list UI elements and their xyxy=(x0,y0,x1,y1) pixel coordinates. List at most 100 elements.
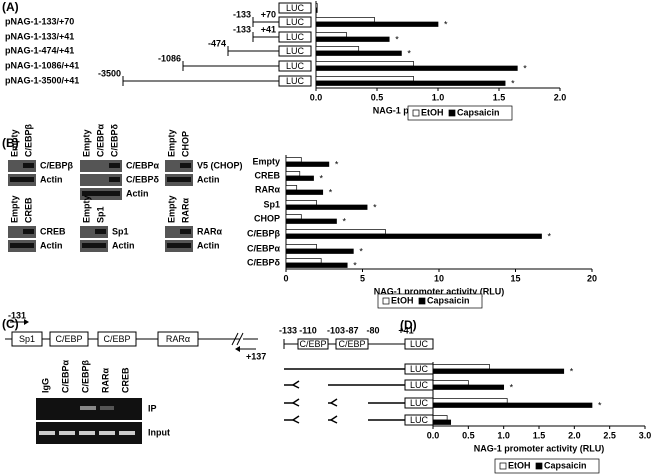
x-tick-label: 10 xyxy=(434,273,444,283)
position-label: -131 xyxy=(8,310,26,320)
bar xyxy=(315,17,375,23)
luc-box-label: LUC xyxy=(410,339,429,349)
legend-swatch xyxy=(535,462,543,470)
luc-box-label: LUC xyxy=(410,380,429,390)
arrow xyxy=(24,319,29,325)
bar xyxy=(285,214,302,220)
luc-box-label: LUC xyxy=(286,61,305,71)
bar xyxy=(432,402,593,408)
x-tick-label: 3.0 xyxy=(639,430,652,440)
band-label: Actin xyxy=(126,188,149,198)
bar xyxy=(432,364,490,370)
luc-box xyxy=(404,338,434,350)
bar xyxy=(315,50,402,56)
lane-label: C/EBPδ xyxy=(109,123,119,157)
panel-label: (C) xyxy=(2,317,19,331)
significance: * xyxy=(444,19,448,29)
legend-frame xyxy=(494,458,600,474)
lane-label: Empty xyxy=(9,129,19,157)
band xyxy=(82,243,95,248)
x-tick-label: 1.0 xyxy=(432,92,445,102)
x-axis-label: NAG-1 promoter activity (RLU) xyxy=(374,286,505,296)
band xyxy=(10,243,23,248)
category-label: pNAG-1-1086/+41 xyxy=(5,60,79,70)
x-tick-label: 0.0 xyxy=(310,92,323,102)
significance: * xyxy=(511,78,515,88)
bar xyxy=(315,3,318,9)
band xyxy=(79,431,95,435)
legend-swatch xyxy=(448,109,456,117)
bar xyxy=(432,419,452,425)
box xyxy=(49,331,89,347)
legend-swatch xyxy=(499,462,507,470)
position-label: +70 xyxy=(261,9,276,19)
x-tick-label: 20 xyxy=(587,273,597,283)
legend-label: Capsaicin xyxy=(544,460,587,470)
significance: * xyxy=(373,202,377,212)
box-label: C/EBP xyxy=(103,334,130,344)
luc-box-label: LUC xyxy=(410,415,429,425)
lane-label: IgG xyxy=(40,378,50,393)
band xyxy=(180,163,191,168)
significance: * xyxy=(523,63,527,73)
lane-label: CHOP xyxy=(180,131,190,157)
bar xyxy=(285,161,330,167)
significance: * xyxy=(329,187,333,197)
bar xyxy=(432,368,565,374)
arrow xyxy=(235,346,240,352)
band xyxy=(80,406,96,410)
bar xyxy=(432,384,505,390)
significance: * xyxy=(359,246,363,256)
panel-label: (D) xyxy=(400,318,417,332)
bar xyxy=(315,32,347,38)
bar xyxy=(285,218,337,224)
box xyxy=(335,338,369,350)
band xyxy=(109,191,120,196)
band xyxy=(100,406,114,410)
band xyxy=(95,229,106,234)
significance: * xyxy=(570,366,574,376)
band xyxy=(167,177,180,182)
band-label: Actin xyxy=(40,240,63,250)
significance: * xyxy=(510,382,514,392)
band xyxy=(23,229,34,234)
position-label: -80 xyxy=(366,325,379,335)
deletion xyxy=(330,415,338,424)
category-label: C/EBPδ xyxy=(247,257,281,267)
bar xyxy=(315,46,360,52)
bar xyxy=(285,157,302,163)
band-label: V5 (CHOP) xyxy=(197,160,243,170)
bar xyxy=(285,233,542,239)
band xyxy=(23,243,34,248)
lane-label: C/EBPα xyxy=(60,359,70,393)
position-label: +41 xyxy=(261,24,276,34)
deletion xyxy=(292,398,300,407)
lane-label: Empty xyxy=(166,129,176,157)
bar xyxy=(285,200,317,206)
band xyxy=(109,177,120,182)
position-label: -133 xyxy=(233,24,251,34)
panel-label: (B) xyxy=(2,136,19,150)
band xyxy=(167,243,180,248)
category-label: Empty xyxy=(252,156,280,166)
significance: * xyxy=(395,34,399,44)
band-label: C/EBPα xyxy=(126,160,160,170)
lane-label: Empty xyxy=(166,195,176,223)
band xyxy=(59,431,75,435)
x-tick-label: 15 xyxy=(510,273,520,283)
bar xyxy=(432,380,469,386)
x-tick-label: 1.5 xyxy=(493,92,506,102)
band-label: Actin xyxy=(112,240,135,250)
bar xyxy=(285,171,301,177)
category-label: pNAG-1-474/+41 xyxy=(5,45,74,55)
band xyxy=(180,229,191,234)
line xyxy=(236,332,244,346)
x-tick-label: 0.5 xyxy=(371,92,384,102)
row-label: Input xyxy=(148,427,170,437)
x-tick-label: 1.0 xyxy=(497,430,510,440)
lane-label: CREB xyxy=(120,367,130,393)
legend-label: Capsaicin xyxy=(427,295,470,305)
category-label: RARα xyxy=(255,184,280,194)
bar xyxy=(285,204,368,210)
legend-label: Capsaicin xyxy=(457,107,500,117)
